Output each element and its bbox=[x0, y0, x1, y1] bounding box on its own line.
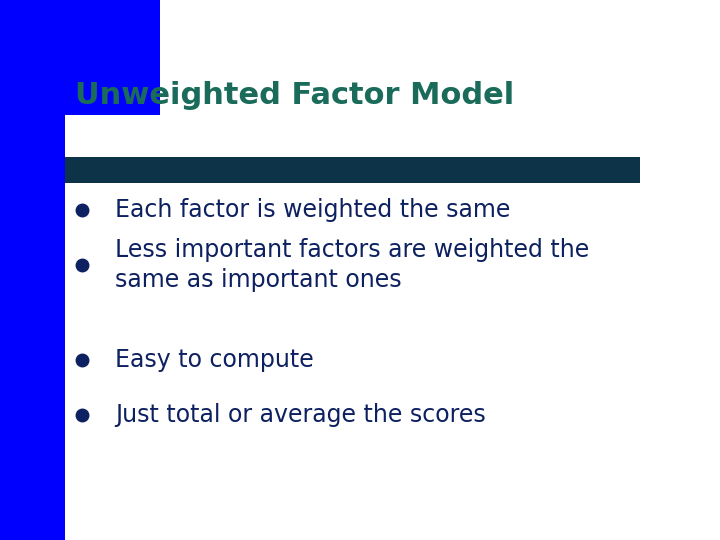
Text: Each factor is weighted the same: Each factor is weighted the same bbox=[115, 198, 510, 222]
Text: Unweighted Factor Model: Unweighted Factor Model bbox=[75, 81, 514, 110]
Text: Easy to compute: Easy to compute bbox=[115, 348, 314, 372]
Bar bbox=[65, 157, 640, 183]
Bar bbox=[0, 0, 160, 115]
Text: Just total or average the scores: Just total or average the scores bbox=[115, 403, 486, 427]
Text: Less important factors are weighted the
same as important ones: Less important factors are weighted the … bbox=[115, 238, 589, 292]
Bar bbox=[0, 0, 65, 540]
Bar bbox=[160, 0, 720, 115]
